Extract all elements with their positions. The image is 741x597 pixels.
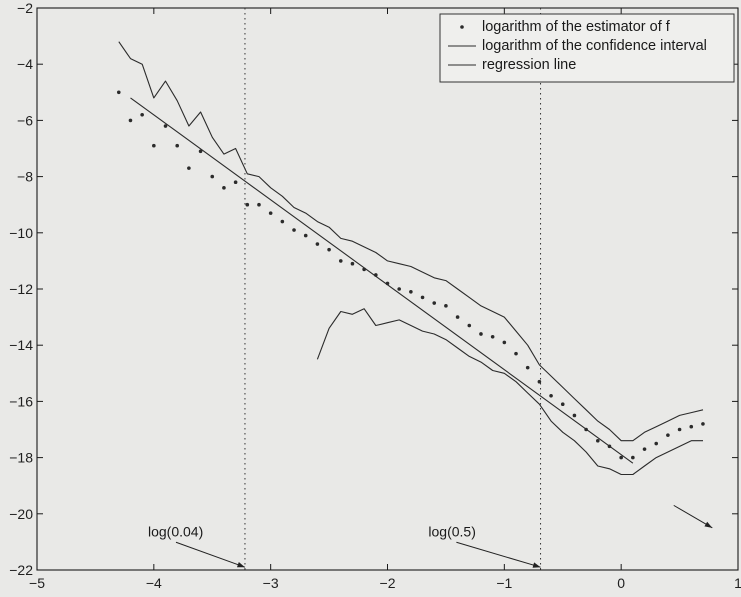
estimator-point [210, 174, 215, 179]
x-tick-label: −4 [146, 575, 162, 591]
y-tick-label: −2 [17, 0, 33, 16]
y-tick-label: −12 [9, 281, 33, 297]
estimator-point [338, 259, 343, 263]
y-tick-label: −4 [17, 56, 33, 72]
estimator-point [467, 323, 472, 328]
estimator-point [619, 455, 623, 460]
estimator-point [198, 149, 203, 154]
estimator-point [257, 202, 261, 207]
estimator-point [537, 379, 542, 384]
estimator-point [175, 143, 179, 148]
estimator-point [455, 315, 460, 319]
y-tick-label: −20 [9, 506, 33, 522]
legend-dot-marker [460, 25, 464, 29]
x-tick-label: 1 [734, 575, 741, 591]
annotation-label-0: log(0.04) [148, 523, 203, 539]
estimator-point [350, 261, 355, 266]
estimator-point [666, 433, 670, 437]
estimator-point [572, 413, 577, 418]
estimator-point [560, 402, 565, 407]
estimator-point [642, 447, 647, 451]
estimator-point [631, 455, 635, 460]
legend-entry-2: regression line [482, 57, 576, 73]
y-tick-label: −14 [9, 337, 33, 353]
estimator-point [549, 393, 553, 398]
axis-ticks [36, 7, 739, 571]
estimator-point [233, 180, 238, 185]
estimator-point [514, 351, 518, 356]
estimator-point [689, 424, 694, 429]
estimator-point [432, 301, 437, 305]
y-tick-label: −10 [9, 225, 33, 241]
legend-box [439, 13, 735, 83]
annotation-arrowhead-1 [532, 562, 541, 568]
estimator-point [152, 143, 156, 148]
legend: logarithm of the estimator of f logarithm… [439, 13, 735, 83]
estimator-point [397, 287, 401, 291]
estimator-point [409, 290, 413, 294]
estimator-point [502, 340, 507, 345]
estimator-point [596, 438, 600, 443]
estimator-point [479, 332, 483, 336]
estimator-point [315, 242, 320, 246]
estimator-point [420, 295, 425, 300]
x-tick-label: −1 [496, 575, 512, 591]
y-tick-label: −16 [9, 393, 33, 409]
y-tick-label: −22 [9, 562, 33, 578]
x-tick-label: 0 [617, 575, 625, 591]
x-tick-label: −3 [263, 575, 279, 591]
estimator-point [525, 365, 530, 370]
legend-entry-1: logarithm of the confidence interval [482, 38, 707, 54]
estimator-point [292, 228, 296, 232]
estimator-point [140, 112, 144, 117]
tick-labels: −5 −4 −3 −2 −1 0 1−22−20−18−16−14−12−10−8−6−4−… [9, 0, 741, 591]
estimator-point [187, 166, 191, 170]
annotation-arrowhead-0 [236, 562, 245, 568]
legend-entry-0: logarithm of the estimator of f [482, 19, 671, 35]
estimator-point [128, 118, 133, 123]
annotation-arrow-1 [456, 541, 541, 568]
estimator-point [268, 211, 273, 215]
estimator-point [490, 334, 495, 339]
annotation-label-1: log(0.5) [428, 523, 475, 539]
estimator-point [444, 304, 448, 308]
estimator-point [163, 124, 168, 128]
estimator-point [303, 233, 308, 238]
estimator-point [280, 219, 285, 224]
estimator-point [701, 422, 705, 426]
y-tick-label: −18 [9, 450, 33, 466]
y-tick-label: −6 [17, 112, 33, 128]
confidence-lower-line [316, 308, 703, 476]
estimator-point [327, 247, 331, 252]
plot-frame [36, 7, 739, 571]
estimator-point [677, 427, 682, 432]
regression-line-line [130, 97, 634, 464]
annotation-arrowhead-2 [704, 521, 713, 528]
annotations: log(0.04) log(0.5) [148, 504, 713, 568]
annotation-arrow-0 [175, 541, 246, 568]
estimator-point [116, 90, 121, 95]
estimator-point [222, 186, 226, 190]
estimator-point [654, 441, 659, 446]
logarithm-of-the-confidence-interval-line [118, 41, 704, 442]
y-tick-label: −8 [17, 169, 33, 185]
plot-area [36, 7, 739, 571]
x-tick-label: −2 [380, 575, 396, 591]
x-tick-label: −5 [29, 575, 45, 591]
estimator-point [245, 202, 250, 207]
